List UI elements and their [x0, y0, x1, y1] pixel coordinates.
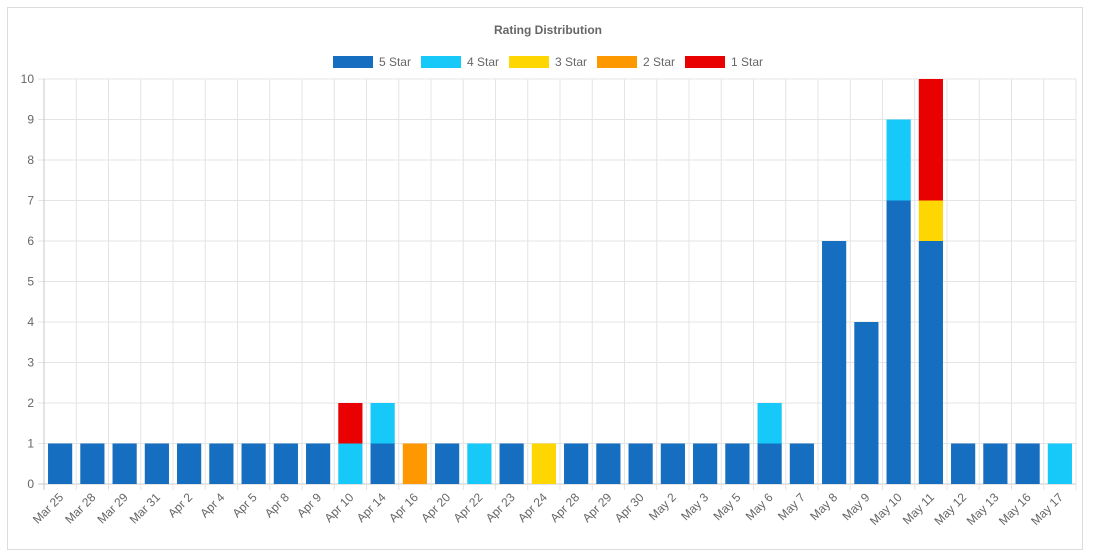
y-tick-label: 8	[27, 153, 34, 167]
y-tick-label: 0	[27, 477, 34, 491]
x-tick-label: May 7	[775, 490, 808, 523]
bar-segment	[402, 443, 427, 484]
bar-segment	[951, 443, 976, 484]
y-tick-label: 1	[27, 437, 34, 451]
bar-segment	[918, 241, 943, 484]
bar-segment	[564, 443, 589, 484]
y-tick-label: 7	[27, 194, 34, 208]
x-tick-label: May 12	[932, 490, 970, 528]
legend-item-2-star[interactable]: 2 Star	[597, 55, 675, 69]
x-tick-label: Apr 16	[386, 490, 421, 525]
bar-segment	[209, 443, 234, 484]
x-tick-label: May 6	[743, 490, 776, 523]
bar-segment	[370, 403, 395, 444]
legend-swatch-4-star	[420, 56, 461, 68]
legend-label-3-star: 3 Star	[554, 55, 587, 69]
bar-segment	[338, 443, 363, 484]
bar-segment	[112, 443, 137, 484]
bar-segment	[886, 119, 911, 201]
bar-segment	[660, 443, 685, 484]
x-tick-label: May 16	[996, 490, 1034, 528]
y-tick-label: 9	[27, 113, 34, 127]
bar-segment	[918, 200, 943, 241]
bar-segment	[983, 443, 1008, 484]
bar-segment	[241, 443, 266, 484]
x-tick-label: Apr 14	[354, 490, 389, 525]
bar-segment	[48, 443, 73, 484]
legend-item-5-star[interactable]: 5 Star	[332, 55, 411, 69]
bar-segment	[693, 443, 718, 484]
legend-swatch-2-star	[597, 56, 637, 68]
x-tick-label: Apr 30	[612, 490, 647, 525]
x-tick-label: Apr 24	[515, 490, 550, 525]
x-tick-label: May 11	[900, 490, 937, 527]
chart-legend: 5 Star 4 Star 3 Star 2 Star 1 Star	[0, 55, 1096, 69]
y-tick-label: 5	[27, 275, 34, 289]
bar-segment	[596, 443, 621, 484]
bar-segment	[822, 241, 847, 484]
bar-segment	[886, 200, 911, 484]
chart-title: Rating Distribution	[494, 23, 602, 37]
legend-label-2-star: 2 Star	[643, 55, 676, 69]
x-tick-label: May 10	[867, 490, 905, 528]
bar-segment	[499, 443, 524, 484]
x-tick-label: May 3	[678, 490, 711, 523]
legend-swatch-3-star	[508, 56, 549, 68]
bar-segment	[789, 443, 814, 484]
legend-swatch-5-star	[332, 56, 373, 68]
bar-segment	[918, 79, 943, 201]
bar-segment	[273, 443, 298, 484]
x-tick-label: May 2	[646, 490, 679, 523]
x-tick-label: Mar 29	[94, 490, 131, 527]
x-tick-label: Apr 22	[451, 490, 486, 525]
legend-swatch-1-star	[685, 56, 726, 68]
x-tick-label: Apr 20	[418, 490, 453, 525]
x-tick-label: Apr 8	[262, 490, 292, 520]
x-tick-label: Apr 2	[165, 490, 195, 520]
bar-segment	[435, 443, 460, 484]
bar-segment	[1015, 443, 1040, 484]
bar-segment	[531, 443, 556, 484]
y-tick-label: 6	[27, 234, 34, 248]
x-tick-label: Apr 4	[197, 490, 227, 520]
x-tick-label: May 17	[1028, 490, 1066, 528]
x-tick-label: May 8	[807, 490, 840, 523]
legend-label-4-star: 4 Star	[466, 55, 499, 69]
bar-segment	[338, 403, 363, 444]
x-tick-label: Apr 28	[547, 490, 582, 525]
y-tick-label: 2	[27, 396, 34, 410]
y-tick-label: 10	[21, 72, 35, 86]
bar-segment	[628, 443, 653, 484]
bar-segment	[467, 443, 492, 484]
legend-label-1-star: 1 Star	[731, 55, 764, 69]
x-tick-label: Apr 9	[294, 490, 324, 520]
legend-label-5-star: 5 Star	[378, 55, 411, 69]
x-tick-label: Mar 25	[30, 490, 67, 527]
legend-item-1-star[interactable]: 1 Star	[685, 55, 763, 69]
x-tick-label: Mar 28	[62, 490, 99, 527]
bar-segment	[725, 443, 750, 484]
legend-item-3-star[interactable]: 3 Star	[508, 55, 587, 69]
x-tick-label: May 13	[964, 490, 1002, 528]
x-tick-label: Apr 29	[580, 490, 615, 525]
bar-segment	[1047, 443, 1072, 484]
x-tick-label: May 5	[710, 490, 743, 523]
bar-segment	[306, 443, 331, 484]
bar-segment	[854, 322, 879, 484]
bar-segment	[80, 443, 105, 484]
bar-segment	[370, 443, 395, 484]
bar-segment	[177, 443, 202, 484]
x-tick-label: Apr 10	[322, 490, 357, 525]
legend-item-4-star[interactable]: 4 Star	[420, 55, 499, 69]
y-tick-label: 3	[27, 356, 34, 370]
bar-segment	[757, 443, 782, 484]
bar-segment	[144, 443, 169, 484]
x-tick-label: Apr 5	[230, 490, 260, 520]
bar-segment	[757, 403, 782, 444]
x-tick-label: Mar 31	[127, 490, 164, 527]
y-tick-label: 4	[27, 315, 34, 329]
x-tick-label: Apr 23	[483, 490, 518, 525]
